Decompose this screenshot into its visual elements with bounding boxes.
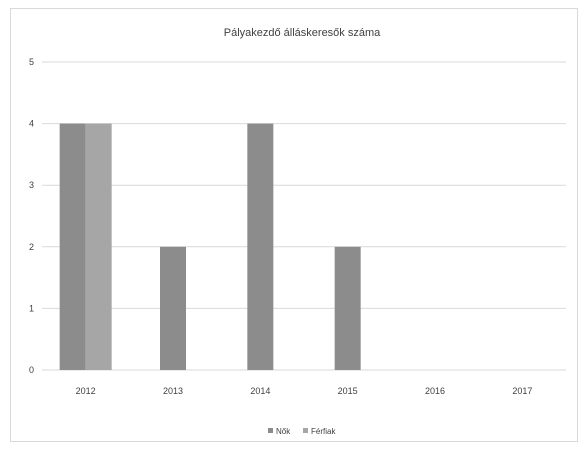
y-tick-label: 4 <box>29 119 34 129</box>
y-tick-label: 5 <box>29 57 34 67</box>
bar-Nők-2012 <box>59 123 86 370</box>
legend: Nők Férfiak <box>268 427 336 436</box>
y-tick-label: 3 <box>29 180 34 190</box>
x-tick-label: 2015 <box>338 386 358 396</box>
bar-Nők-2015 <box>334 246 361 370</box>
x-axis-ticks: 2012 2013 2014 2015 2016 2017 <box>76 386 533 396</box>
x-tick-label: 2014 <box>250 386 270 396</box>
x-tick-label: 2017 <box>512 386 532 396</box>
bar-Nők-2013 <box>160 246 186 370</box>
x-tick-label: 2016 <box>425 386 445 396</box>
x-tick-label: 2013 <box>163 386 183 396</box>
bar-Nők-2014 <box>247 123 274 370</box>
x-tick-label: 2012 <box>76 386 96 396</box>
legend-label: Férfiak <box>311 427 336 436</box>
y-tick-label: 2 <box>29 242 34 252</box>
bar-Férfiak-2012 <box>85 123 112 370</box>
legend-swatch <box>268 428 273 433</box>
gridlines <box>42 61 566 371</box>
y-tick-label: 0 <box>29 365 34 375</box>
y-tick-label: 1 <box>29 303 34 313</box>
chart-title: Pályakezdő álláskeresők száma <box>224 27 381 39</box>
bars <box>59 123 361 370</box>
legend-swatch <box>303 428 308 433</box>
legend-label: Nők <box>276 427 291 436</box>
y-axis-ticks: 0 1 2 3 4 5 <box>29 57 34 375</box>
